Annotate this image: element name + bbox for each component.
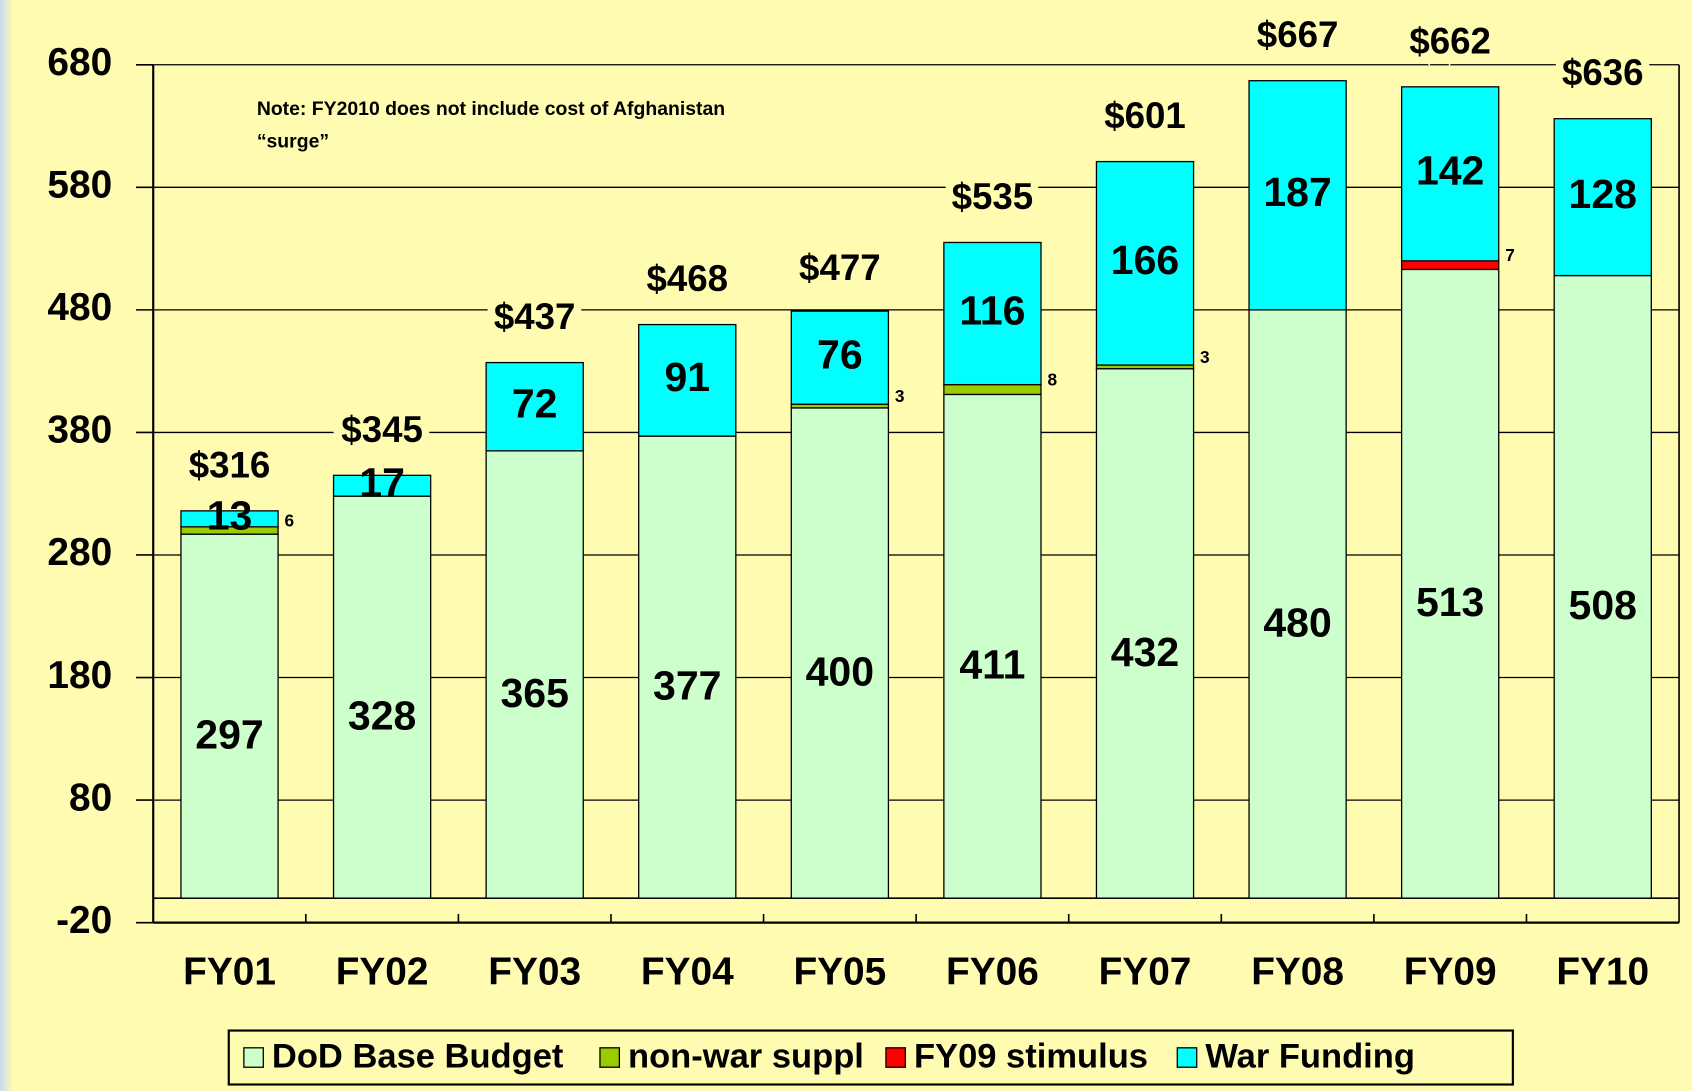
segment-label: 142 (1416, 148, 1484, 194)
legend-swatch (885, 1047, 906, 1068)
y-tick-label: 580 (47, 164, 112, 207)
segment-label: 17 (359, 460, 405, 506)
segment-label: 8 (1047, 369, 1057, 389)
x-tick-label: FY07 (1099, 951, 1192, 994)
bar-segment (1553, 274, 1652, 899)
segment-label: 508 (1569, 582, 1637, 628)
bar-segment (1400, 86, 1500, 262)
x-tick-label: FY04 (641, 951, 734, 994)
segment-label: 297 (195, 712, 263, 758)
y-tick-label: -20 (56, 899, 112, 942)
segment-label: 432 (1111, 629, 1179, 675)
total-label: $316 (189, 444, 271, 485)
bar-segment (943, 393, 1042, 899)
bar-segment (638, 323, 737, 437)
segment-label: 400 (806, 648, 874, 694)
total-label: $468 (646, 258, 728, 299)
legend-label: DoD Base Budget (272, 1038, 564, 1076)
segment-label: 3 (1200, 347, 1210, 367)
y-tick-label: 680 (47, 41, 112, 84)
bar-segment (638, 435, 737, 899)
segment-label: 187 (1263, 169, 1331, 215)
segment-label: 72 (512, 381, 558, 427)
segment-label: 128 (1569, 171, 1637, 217)
note-line: “surge” (257, 131, 329, 153)
segment-label: 328 (348, 693, 416, 739)
bar-segment (1095, 160, 1195, 366)
legend-label: non-war suppl (628, 1038, 864, 1076)
bar-segment (1400, 260, 1500, 271)
bar-segment (1095, 368, 1195, 899)
legend-label: FY09 stimulus (914, 1038, 1148, 1076)
segment-label: 513 (1416, 579, 1484, 625)
bar-segment (943, 383, 1042, 396)
segment-label: 377 (653, 663, 721, 709)
y-tick-label: 180 (47, 654, 112, 697)
total-label: $667 (1257, 14, 1339, 55)
segment-label: 116 (959, 287, 1025, 333)
legend-swatch (599, 1047, 621, 1068)
segment-label: 76 (817, 331, 863, 377)
bar-segment (180, 533, 279, 899)
legend-swatch (1176, 1047, 1198, 1068)
bar-segment (180, 510, 279, 528)
x-tick-label: FY05 (793, 951, 886, 994)
total-label: $437 (494, 296, 576, 337)
segment-label: 480 (1263, 599, 1331, 645)
legend-label: War Funding (1205, 1038, 1415, 1076)
total-label: $535 (952, 176, 1034, 217)
x-tick-label: FY02 (336, 951, 429, 994)
segment-label: 411 (959, 642, 1025, 688)
bar-segment (790, 310, 890, 405)
y-tick-label: 80 (69, 776, 112, 819)
legend-swatch (243, 1047, 264, 1068)
note-line: Note: FY2010 does not include cost of Af… (257, 98, 725, 120)
x-tick-label: FY01 (183, 951, 276, 994)
segment-label: 365 (500, 670, 568, 716)
legend-box (227, 1029, 1514, 1086)
bar-segment (943, 241, 1042, 386)
x-tick-label: FY06 (946, 951, 1039, 994)
edge-shade (0, 0, 13, 1091)
x-tick-label: FY09 (1404, 951, 1497, 994)
total-label: $662 (1409, 20, 1491, 61)
total-label: $345 (341, 409, 423, 450)
segment-label: 3 (895, 386, 905, 406)
segment-label: 6 (285, 510, 295, 530)
bar-segment (790, 407, 890, 899)
bar-segment (485, 361, 584, 452)
y-tick-label: 380 (47, 409, 112, 452)
y-tick-label: 280 (47, 531, 112, 574)
total-label: $601 (1104, 95, 1186, 136)
bar-segment (485, 450, 584, 899)
bar-segment (1553, 118, 1652, 277)
segment-label: 166 (1111, 237, 1179, 283)
segment-label: 7 (1505, 245, 1515, 265)
segment-label: 13 (207, 493, 253, 539)
x-tick-label: FY08 (1251, 951, 1344, 994)
segment-label: 91 (664, 354, 710, 400)
total-label: $636 (1562, 52, 1644, 93)
x-tick-label: FY03 (488, 951, 581, 994)
total-label: $477 (799, 247, 881, 288)
bar-segment (1400, 268, 1500, 899)
bar-segment (1248, 80, 1347, 311)
bar-segment (332, 474, 432, 497)
y-tick-label: 480 (47, 286, 112, 329)
bar-segment (1248, 309, 1347, 899)
x-tick-label: FY10 (1556, 951, 1649, 994)
